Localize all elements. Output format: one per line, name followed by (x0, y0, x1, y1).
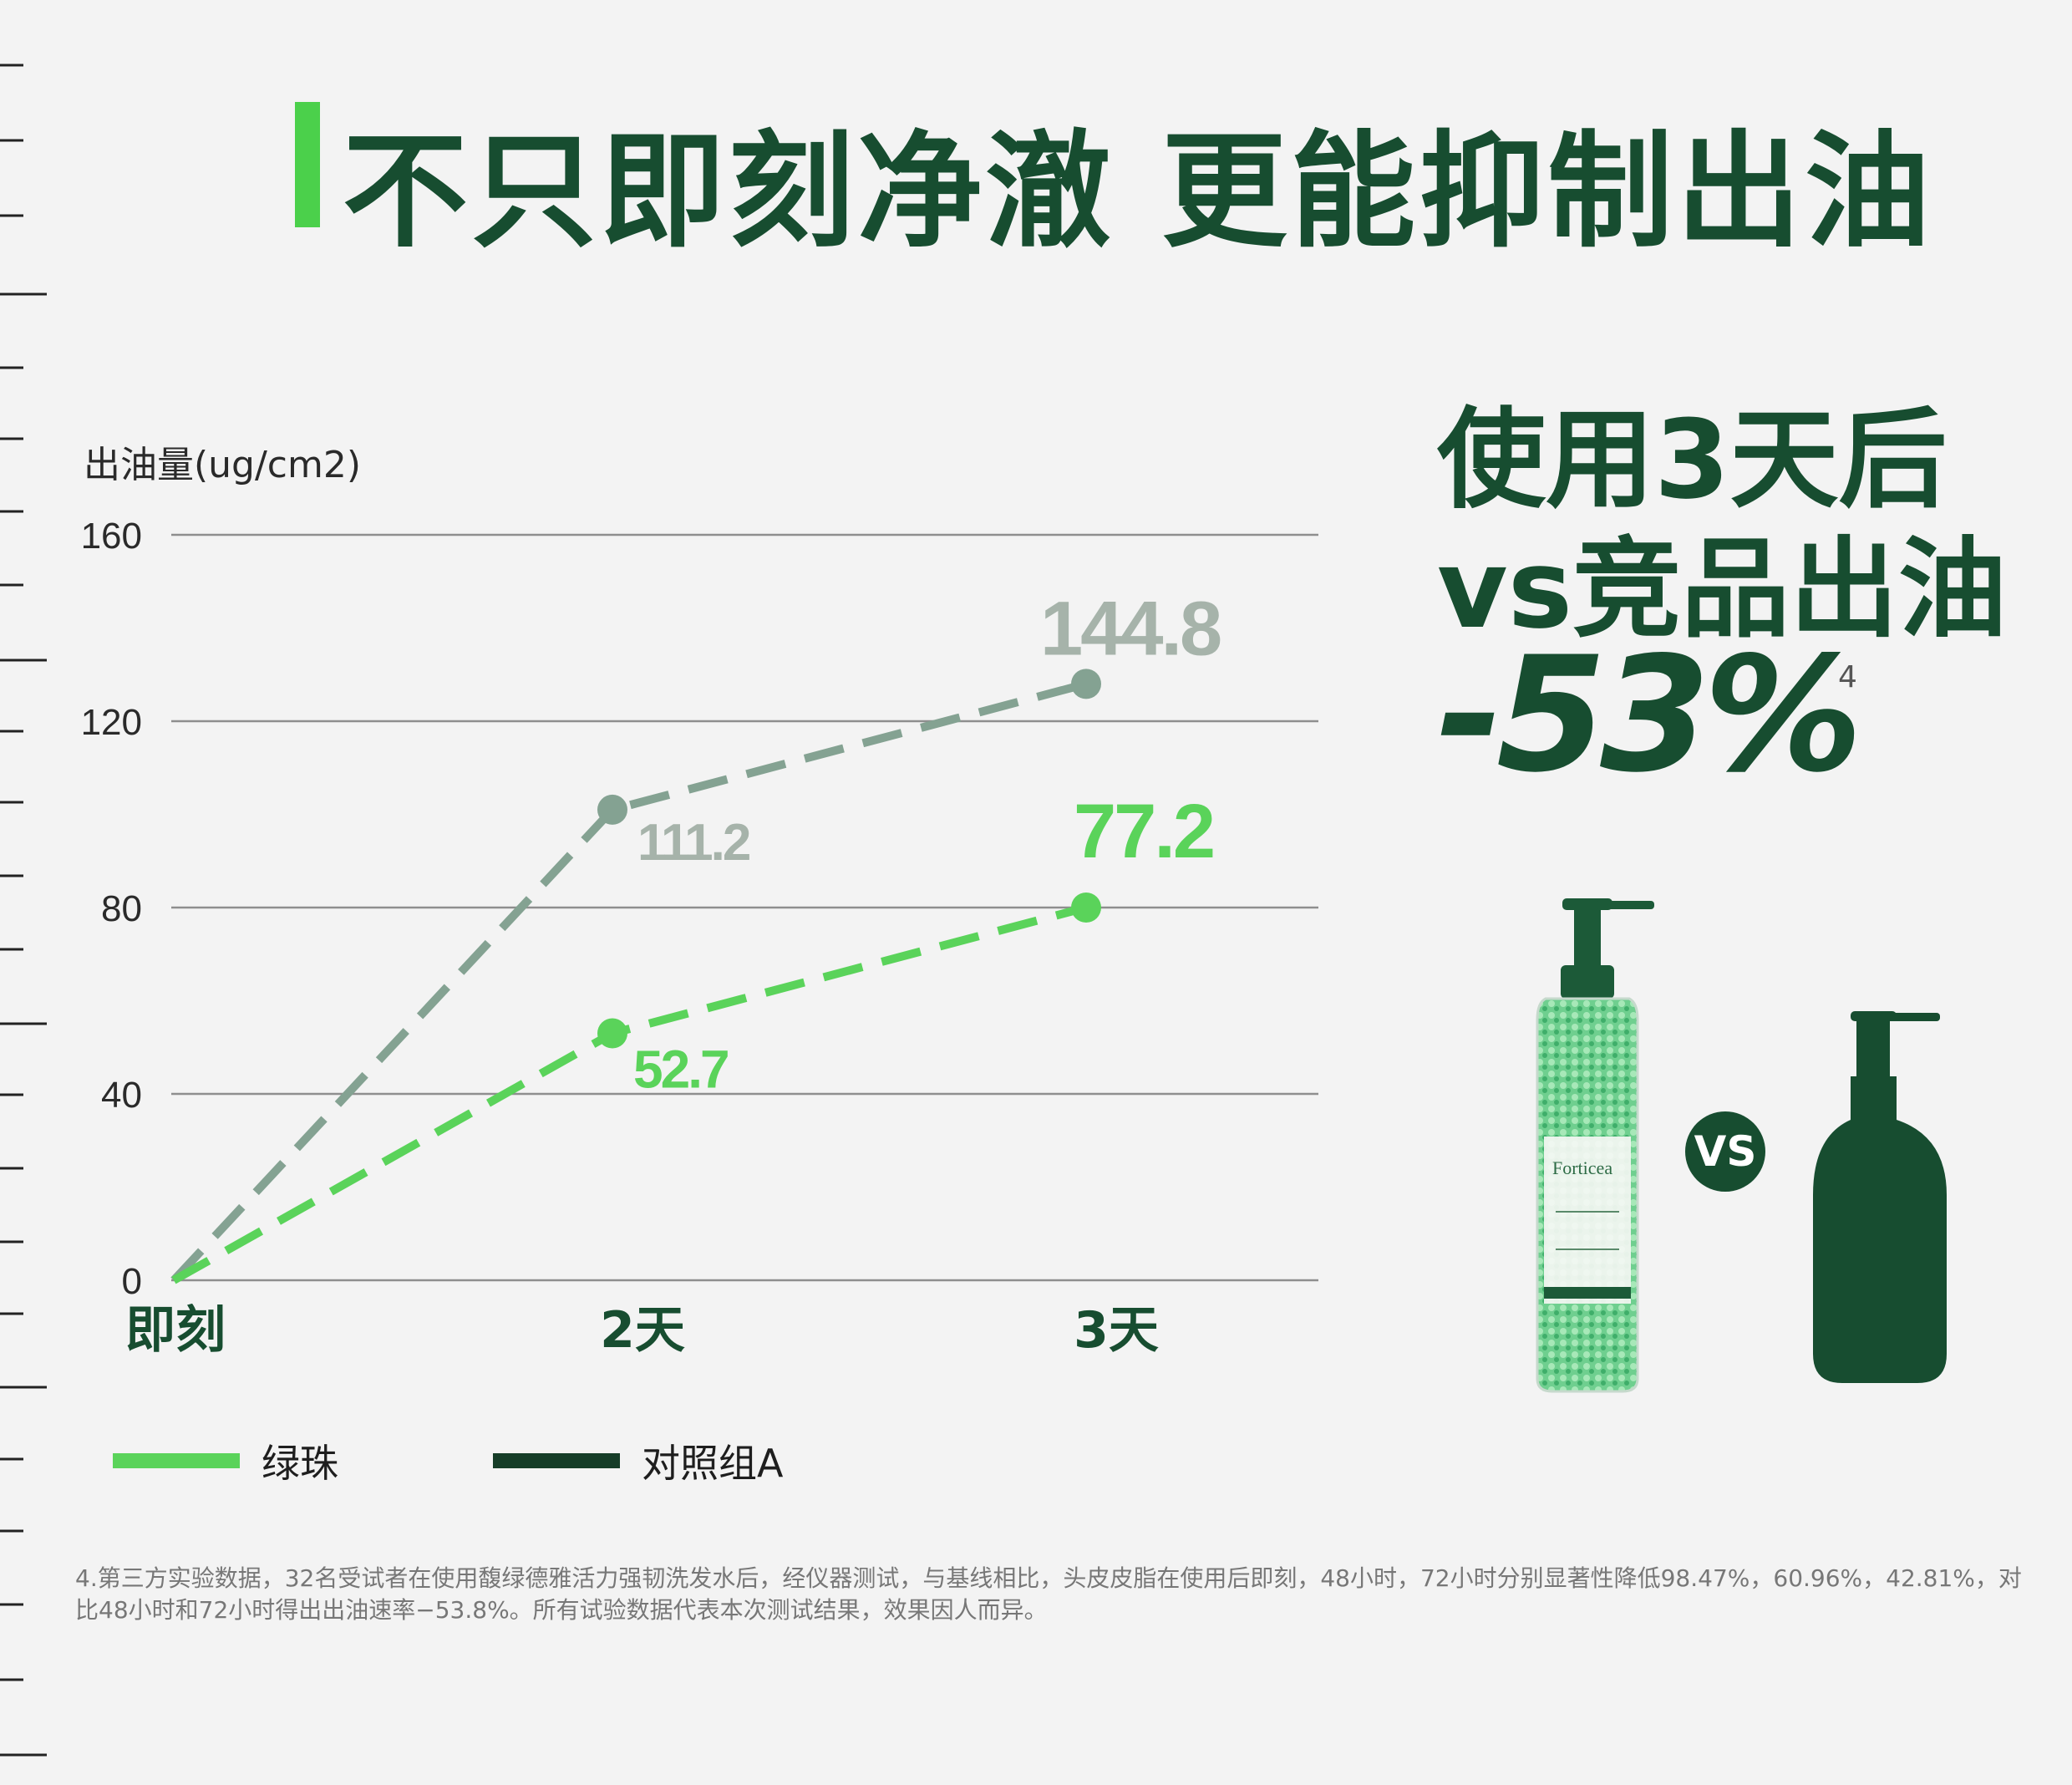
page-title: 不只即刻净澈 更能抑制出油 (343, 120, 1934, 265)
headline-line-2: vs竞品出油 (1437, 526, 2008, 653)
data-point (1071, 669, 1101, 699)
data-label: 111.2 (637, 814, 749, 872)
headline-line-1: 使用3天后 (1437, 396, 1948, 523)
product-brand-label: Forticea (1552, 1157, 1613, 1178)
legend-item-control-a: 对照组A (493, 1432, 783, 1490)
y-tick-label: 120 (81, 702, 142, 743)
competitor-bottle-silhouette (1813, 1011, 1947, 1383)
footnote-marker: 4 (1838, 660, 1857, 694)
data-label: 52.7 (633, 1040, 728, 1100)
x-tick-label: 即刻 (125, 1301, 226, 1360)
data-label: 77.2 (1074, 789, 1213, 874)
vs-badge: VS (1685, 1111, 1765, 1192)
data-point (1071, 892, 1101, 923)
headline-percent: -53% (1437, 623, 1863, 807)
series-line (170, 679, 1088, 1284)
legend-item-green-beads: 绿珠 (113, 1432, 338, 1490)
title-accent-bar (295, 102, 320, 227)
x-tick-label: 2天 (600, 1301, 685, 1360)
data-point (597, 1018, 627, 1049)
y-tick-label: 0 (122, 1261, 142, 1302)
legend-swatch (113, 1453, 240, 1468)
oil-output-line-chart: 0 40 80 120 160 即刻 2天 3天 111.2 144.8 52.7 77.2 (81, 516, 1318, 1360)
product-bottle-image (1536, 898, 1654, 1393)
x-tick-label: 3天 (1074, 1301, 1159, 1360)
y-tick-label: 80 (101, 888, 142, 929)
y-axis-label: 出油量(ug/cm2) (84, 444, 362, 486)
footnote-text: 4.第三方实验数据，32名受试者在使用馥绿德雅活力强韧洗发水后，经仪器测试，与基… (75, 1564, 2022, 1624)
edge-ruler (0, 64, 47, 1757)
data-label: 144.8 (1040, 586, 1221, 671)
data-point (597, 794, 627, 825)
y-tick-label: 40 (101, 1075, 142, 1116)
legend-label: 绿珠 (262, 1441, 338, 1486)
y-tick-label: 160 (81, 516, 142, 557)
legend-label: 对照组A (642, 1441, 784, 1486)
legend-swatch (493, 1453, 620, 1468)
